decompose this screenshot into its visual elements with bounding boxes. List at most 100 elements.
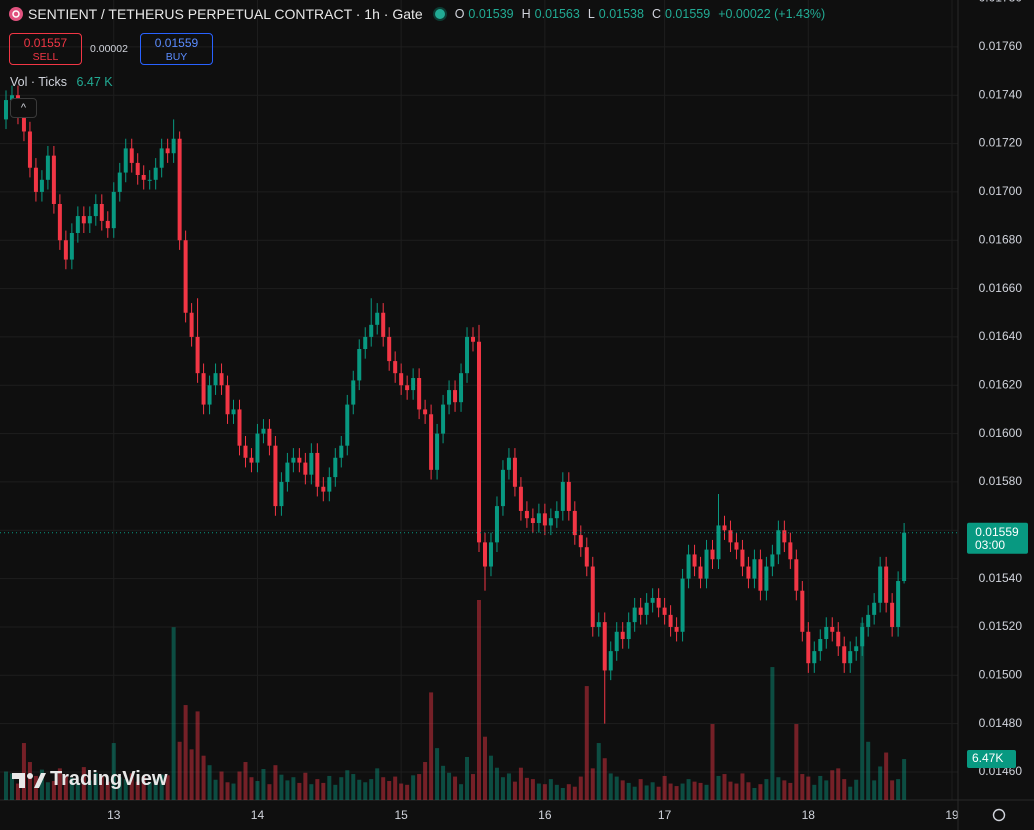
candle-body — [315, 452, 320, 487]
candle-body — [177, 138, 182, 241]
candle-body — [219, 373, 224, 386]
candle-body — [243, 445, 248, 458]
candle-body — [321, 486, 326, 492]
volume-bar — [75, 782, 80, 800]
candle-body — [644, 602, 649, 615]
candle-body — [45, 155, 50, 180]
ohlc-letter: C — [651, 7, 661, 21]
volume-bar — [866, 741, 871, 800]
volume-bar — [105, 781, 110, 800]
change: +0.00022 (+1.43%) — [718, 7, 826, 21]
volume-bar — [776, 777, 781, 800]
candle-body — [369, 324, 374, 337]
volume-bar — [890, 780, 895, 800]
candle-body — [51, 155, 56, 204]
collapse-button[interactable]: ^ — [10, 98, 37, 118]
volume-bar — [818, 775, 823, 800]
candle-body — [27, 131, 32, 168]
candle-body — [608, 651, 613, 671]
candle-body — [818, 639, 823, 652]
x-tick-label: 19 — [945, 808, 959, 822]
candle-body — [471, 336, 476, 342]
candle-body — [842, 646, 847, 664]
volume-bar — [111, 743, 116, 800]
x-tick-label: 13 — [107, 808, 121, 822]
candle-body — [650, 597, 655, 603]
candle-body — [662, 607, 667, 615]
volume-bar — [668, 783, 673, 800]
volume-bar — [812, 784, 817, 800]
candle-body — [87, 216, 92, 224]
volume-bar — [249, 777, 254, 800]
header: SENTIENT / TETHERUS PERPETUAL CONTRACT ·… — [8, 6, 829, 22]
x-tick-label: 15 — [394, 808, 408, 822]
candle-body — [674, 626, 679, 632]
volume-bar — [836, 768, 841, 800]
candle-body — [764, 566, 769, 591]
candle-body — [590, 566, 595, 627]
candle-body — [716, 525, 721, 560]
volume-bar — [494, 767, 499, 800]
volume-bar — [441, 765, 446, 800]
candle-body — [848, 651, 853, 664]
volume-bar — [201, 755, 206, 800]
volume-bar — [746, 782, 751, 800]
volume-bar — [141, 776, 146, 800]
candle-body — [129, 148, 134, 163]
candle-body — [345, 404, 350, 446]
volume-bar — [453, 776, 458, 800]
volume-bar — [159, 774, 164, 800]
ohlc-letter: H — [521, 7, 531, 21]
candle-body — [213, 373, 218, 386]
x-tick-label: 14 — [251, 808, 265, 822]
volume-bar — [21, 743, 26, 800]
candle-body — [782, 530, 787, 543]
volume-bar — [482, 736, 487, 800]
candle-body — [381, 312, 386, 337]
volume-bar — [602, 758, 607, 800]
candle-body — [884, 566, 889, 603]
candle-body — [447, 390, 452, 405]
candle-body — [578, 535, 583, 548]
volume-bar — [117, 777, 122, 800]
candle-body — [758, 559, 763, 591]
candle-body — [602, 622, 607, 671]
volume-bar — [147, 782, 152, 800]
candle-body — [830, 626, 835, 632]
candle-body — [393, 361, 398, 374]
volume-bar — [518, 767, 523, 800]
volume-bar — [884, 752, 889, 800]
volume-bar — [728, 781, 733, 800]
volume-bar — [399, 783, 404, 800]
volume-bar — [207, 765, 212, 800]
volume-bar — [93, 772, 98, 800]
volume-bar — [674, 786, 679, 800]
candle-body — [3, 100, 8, 120]
volume-bar — [297, 782, 302, 800]
volume-bar — [578, 776, 583, 800]
sell-button[interactable]: 0.01557 SELL — [9, 33, 82, 65]
candle-body — [387, 336, 392, 362]
volume-bar — [614, 776, 619, 800]
candle-body — [405, 385, 410, 391]
volume-bar — [63, 774, 68, 800]
candle-body — [375, 312, 380, 325]
buy-button[interactable]: 0.01559 BUY — [140, 33, 213, 65]
volume-bar — [644, 785, 649, 800]
candle-body — [824, 626, 829, 640]
volume-bar — [488, 755, 493, 800]
candle-body — [63, 240, 68, 260]
candle-body — [488, 542, 493, 567]
y-tick-label: 0.01480 — [979, 716, 1023, 730]
volume-bar — [734, 783, 739, 800]
ohlc-letter: L — [587, 7, 595, 21]
candle-body — [512, 457, 517, 487]
candle-body — [411, 378, 416, 391]
candle-body — [506, 457, 511, 470]
candle-body — [854, 646, 859, 652]
y-tick-label: 0.01760 — [979, 39, 1023, 53]
volume-bar — [554, 784, 559, 800]
candle-body — [890, 602, 895, 627]
